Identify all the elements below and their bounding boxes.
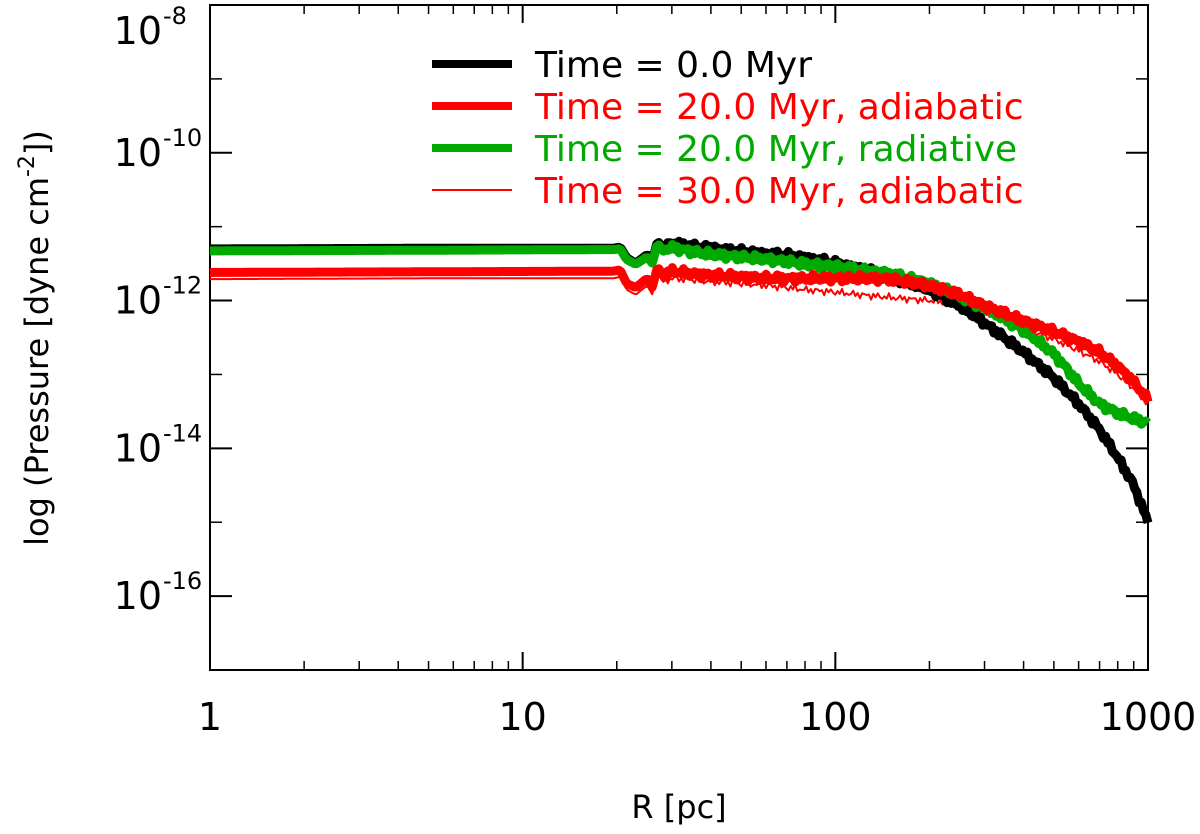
legend-label-2: Time = 20.0 Myr, adiabatic [534,87,1024,128]
y-tick-exponent: -12 [163,272,202,300]
y-tick-label: 10 [114,279,162,323]
x-axis-title: R [pc] [631,788,726,826]
y-tick-label: 10 [114,574,162,618]
y-tick-exponent: -16 [163,567,202,595]
y-tick-exponent: -14 [163,419,202,447]
series-line-3 [207,240,1152,429]
x-tick-label: 10 [498,695,546,739]
x-tick-label: 100 [799,695,872,739]
x-tick-label: 1000 [1100,695,1197,739]
y-axis-title-prefix: log (Pressure [dyne cm [18,177,56,546]
plot-frame [209,4,1149,671]
major-ticks [209,4,1149,670]
series-line-2 [207,263,1153,403]
y-tick-label: 10 [114,131,162,175]
x-tick-labels: 1 10 100 1000 [198,695,1196,739]
y-tick-exponent: -10 [163,124,202,152]
y-axis-title: log (Pressure [dyne cm-2]) [15,130,56,546]
minor-ticks [210,5,1148,671]
x-tick-label: 1 [198,695,222,739]
legend-label-3: Time = 20.0 Myr, radiative [534,129,1017,170]
y-tick-label: 10 [114,426,162,470]
y-tick-label: 10 [114,9,162,53]
y-tick-exponent: -8 [163,2,187,30]
series-line-1 [207,236,1153,524]
legend-label-1: Time = 0.0 Myr [534,45,812,86]
legend-label-4: Time = 30.0 Myr, adiabatic [534,171,1024,212]
y-axis-title-suffix: ]) [18,130,56,155]
y-axis-title-exponent: -2 [15,155,40,177]
series-layer [207,236,1153,524]
